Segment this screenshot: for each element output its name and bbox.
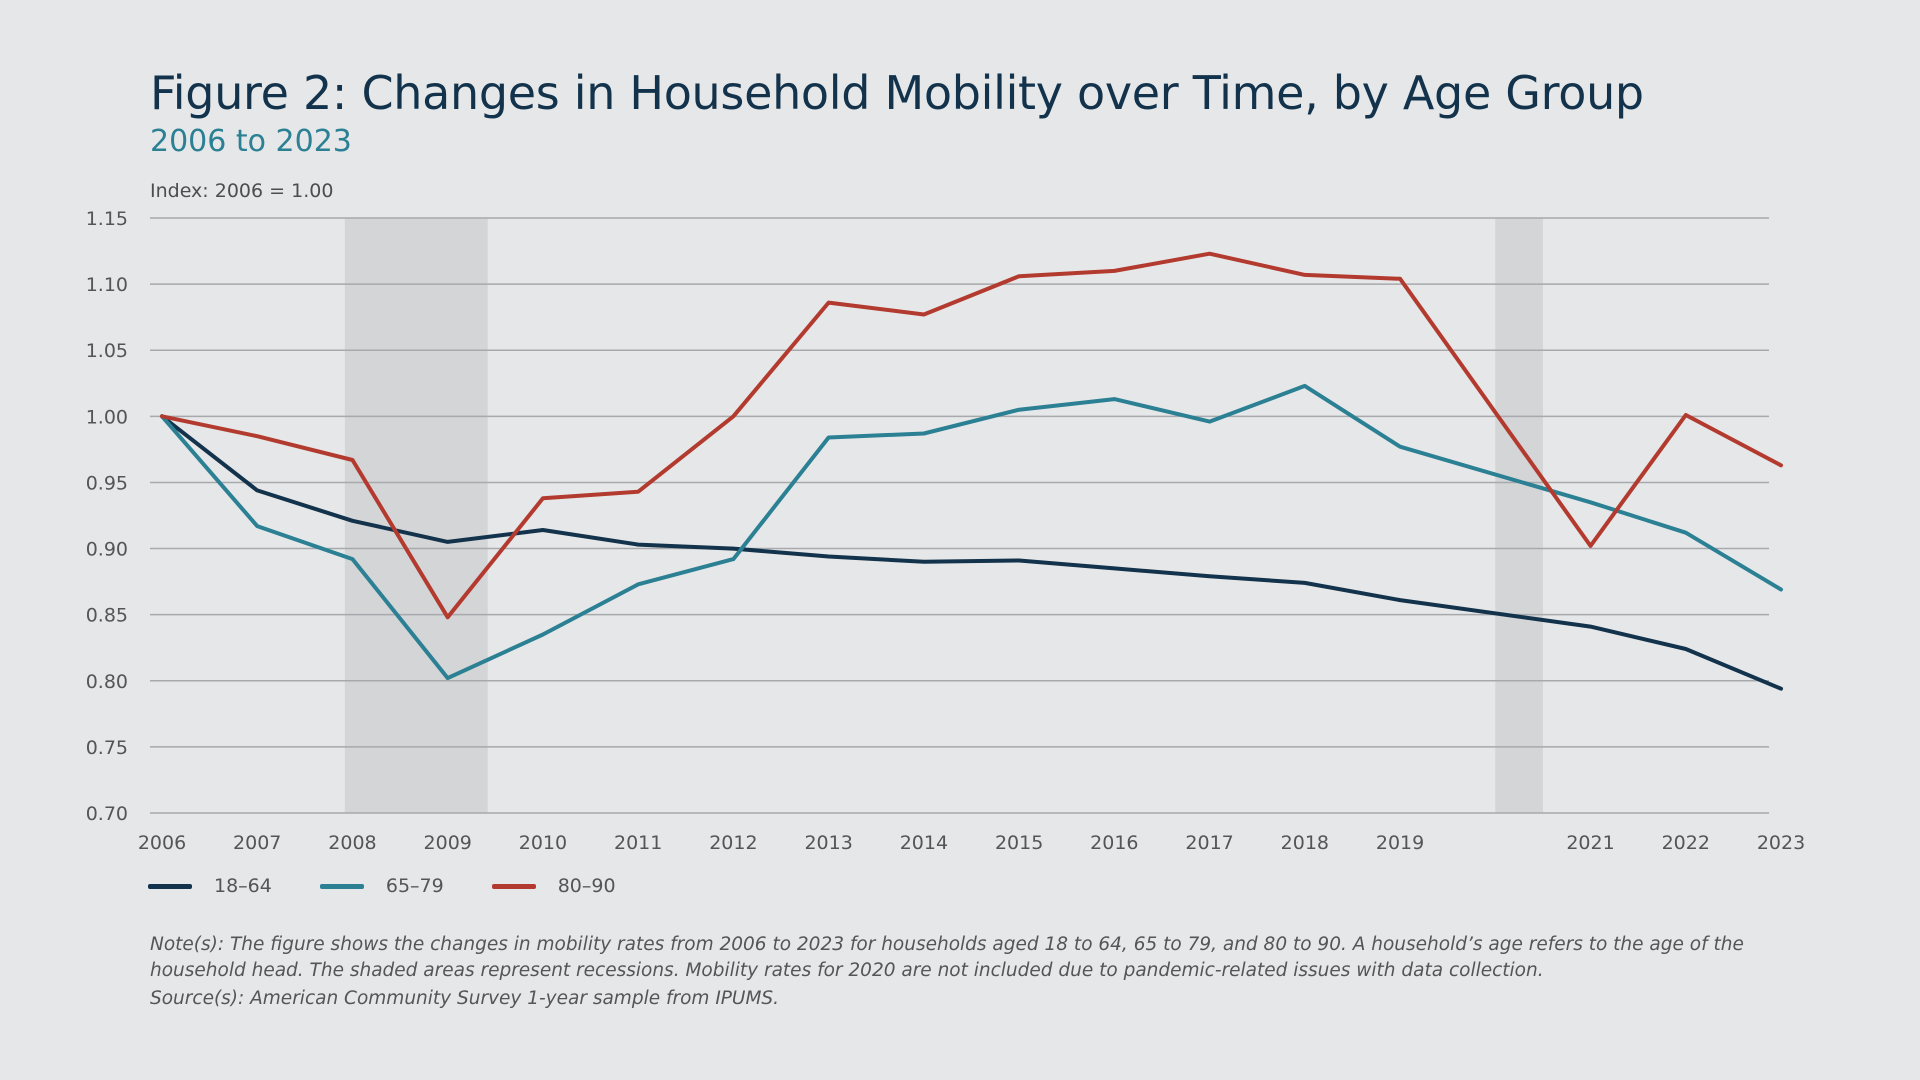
x-tick-label: 2019 — [1376, 832, 1424, 854]
x-tick-label: 2017 — [1185, 832, 1233, 854]
y-tick-label: 1.05 — [86, 340, 128, 362]
series-line-0 — [160, 414, 1783, 691]
y-tick-label: 0.85 — [86, 605, 128, 627]
recession-band-0 — [344, 218, 488, 813]
x-tick-label: 2015 — [995, 832, 1043, 854]
series-line-1 — [160, 383, 1783, 681]
y-tick-label: 1.00 — [86, 406, 128, 428]
y-tick-label: 0.75 — [86, 737, 128, 759]
y-tick-label: 1.10 — [86, 274, 128, 296]
x-tick-label: 2007 — [233, 832, 281, 854]
x-tick-label: 2006 — [138, 832, 186, 854]
x-tick-label: 2008 — [328, 832, 376, 854]
legend-label: 80–90 — [557, 875, 616, 897]
x-tick-label: 2014 — [900, 832, 948, 854]
x-tick-label: 2016 — [1090, 832, 1138, 854]
x-tick-label: 2011 — [614, 832, 662, 854]
legend-swatch — [491, 883, 536, 889]
y-tick-label: 0.95 — [86, 472, 128, 494]
x-tick-label: 2021 — [1566, 832, 1614, 854]
source-text: Source(s): American Community Survey 1-y… — [150, 988, 780, 1009]
note-text: Note(s): The figure shows the changes in… — [150, 934, 1744, 981]
y-axis: 0.70 0.75 0.80 0.85 0.90 0.95 1.00 1.05 1.10 1.15 — [86, 208, 128, 825]
y-axis-caption: Index: 2006 = 1.00 — [150, 180, 334, 202]
x-tick-label: 2009 — [424, 832, 472, 854]
legend-swatch — [148, 883, 192, 889]
legend-label: 65–79 — [385, 875, 444, 897]
recession-band-1 — [1495, 218, 1543, 813]
legend-item: 65–79 — [319, 875, 444, 897]
line-chart: 0.70 0.75 0.80 0.85 0.90 0.95 1.00 1.05 1.10 1.15… — [86, 208, 1805, 854]
chart-title: Figure 2: Changes in Household Mobility … — [150, 66, 1644, 120]
x-tick-label: 2010 — [519, 832, 567, 854]
legend-swatch — [319, 883, 364, 889]
x-tick-label: 2013 — [804, 832, 852, 854]
x-tick-label: 2022 — [1662, 832, 1710, 854]
y-tick-label: 0.90 — [86, 539, 128, 561]
legend-item: 80–90 — [491, 875, 616, 897]
x-tick-label: 2012 — [709, 832, 757, 854]
legend-item: 18–64 — [148, 875, 272, 897]
series-line-2 — [160, 251, 1783, 620]
y-tick-label: 1.15 — [86, 208, 128, 230]
legend-label: 18–64 — [214, 875, 272, 897]
chart-subtitle: 2006 to 2023 — [150, 124, 352, 159]
recession-shading — [344, 218, 1543, 813]
series-lines — [160, 251, 1783, 691]
y-tick-label: 0.80 — [86, 671, 128, 693]
x-tick-label: 2023 — [1757, 832, 1805, 854]
x-axis: 2006 2007 2008 2009 2010 2011 2012 2013 2014 2015… — [138, 832, 1805, 854]
y-tick-label: 0.70 — [86, 803, 128, 825]
legend: 18–64 65–79 80–90 — [148, 875, 664, 897]
x-tick-label: 2018 — [1281, 832, 1329, 854]
